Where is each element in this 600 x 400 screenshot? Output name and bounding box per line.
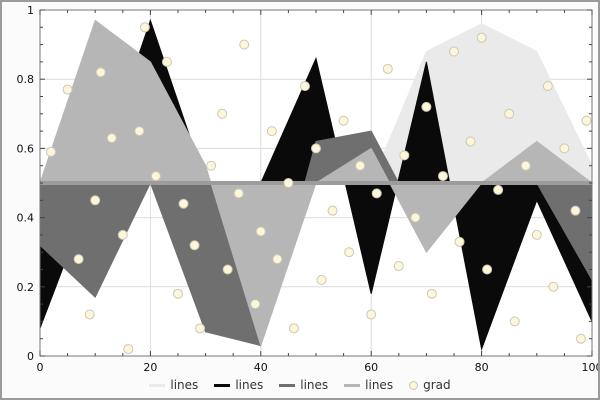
y-tick-label: 0.4 xyxy=(17,212,35,225)
scatter-point xyxy=(437,171,448,182)
scatter-point xyxy=(382,63,393,74)
scatter-point xyxy=(570,205,581,216)
scatter-point xyxy=(134,126,145,137)
legend-label: lines xyxy=(235,378,264,392)
scatter-point xyxy=(150,171,161,182)
scatter-point xyxy=(178,198,189,209)
scatter-point xyxy=(217,108,228,119)
scatter-point xyxy=(366,309,377,320)
scatter-point xyxy=(250,299,261,310)
x-tick-label: 40 xyxy=(254,361,268,374)
scatter-point xyxy=(84,309,95,320)
scatter-point xyxy=(316,274,327,285)
x-tick-label: 0 xyxy=(37,361,44,374)
scatter-point xyxy=(106,133,117,144)
legend-line-swatch-gray xyxy=(344,383,361,387)
scatter-point xyxy=(206,160,217,171)
scatter-point xyxy=(95,67,106,78)
scatter-point xyxy=(449,46,459,57)
y-tick-label: 0 xyxy=(27,350,34,363)
scatter-point xyxy=(531,229,542,240)
scatter-point xyxy=(288,323,299,334)
scatter-point xyxy=(327,205,338,216)
legend: lines lines lines lines grad xyxy=(2,375,598,395)
scatter-point xyxy=(355,160,366,171)
x-tick-label: 100 xyxy=(582,361,600,374)
scatter-point xyxy=(410,212,421,223)
legend-line-swatch-light xyxy=(149,383,166,387)
scatter-point xyxy=(559,143,570,154)
legend-label: grad xyxy=(423,378,451,392)
scatter-point xyxy=(399,150,410,161)
y-tick-label: 0.6 xyxy=(17,142,35,155)
scatter-point xyxy=(581,115,592,126)
x-tick-label: 60 xyxy=(364,361,378,374)
y-tick-label: 1 xyxy=(27,4,34,17)
scatter-point xyxy=(117,229,128,240)
scatter-point xyxy=(266,126,277,137)
scatter-point xyxy=(239,39,250,50)
scatter-point xyxy=(338,115,349,126)
scatter-point xyxy=(509,316,520,327)
scatter-point xyxy=(482,264,493,275)
legend-item-lines-4: lines xyxy=(344,379,393,391)
scatter-point xyxy=(173,288,183,299)
scatter-point xyxy=(222,264,233,275)
scatter-point xyxy=(73,254,84,265)
scatter-point xyxy=(454,236,465,247)
scatter-point xyxy=(426,288,437,299)
scatter-point xyxy=(476,32,487,43)
scatter-point xyxy=(421,101,432,112)
legend-line-swatch-darkgray xyxy=(279,383,296,387)
scatter-point xyxy=(189,240,200,251)
legend-item-grad: grad xyxy=(409,379,451,391)
scatter-point xyxy=(255,226,266,237)
x-tick-label: 80 xyxy=(475,361,489,374)
legend-label: lines xyxy=(170,378,199,392)
y-tick-label: 0.8 xyxy=(17,73,35,86)
scatter-point xyxy=(344,247,355,258)
legend-label: lines xyxy=(300,378,329,392)
legend-item-lines-1: lines xyxy=(149,379,198,391)
scatter-point xyxy=(493,184,504,195)
y-tick-label: 0.2 xyxy=(17,281,35,294)
scatter-point xyxy=(299,81,310,92)
scatter-point xyxy=(195,323,206,334)
scatter-point xyxy=(123,344,134,355)
scatter-point xyxy=(371,188,382,199)
scatter-point xyxy=(283,178,294,188)
scatter-point xyxy=(311,143,321,154)
scatter-point xyxy=(504,108,515,119)
legend-label: lines xyxy=(365,378,394,392)
scatter-point xyxy=(548,281,559,292)
legend-line-swatch-black xyxy=(214,383,231,387)
legend-item-lines-3: lines xyxy=(279,379,328,391)
scatter-point xyxy=(46,146,57,157)
scatter-point xyxy=(393,261,404,272)
x-tick-label: 20 xyxy=(143,361,157,374)
scatter-point xyxy=(233,188,244,199)
scatter-point xyxy=(62,84,73,95)
scatter-point xyxy=(542,81,553,92)
scatter-point xyxy=(272,254,283,265)
legend-scatter-swatch xyxy=(409,380,419,390)
scatter-point xyxy=(520,160,531,171)
scatter-point xyxy=(139,22,150,33)
scatter-point xyxy=(465,136,476,147)
scatter-point xyxy=(90,195,101,206)
scatter-point xyxy=(575,333,586,344)
scatter-point xyxy=(161,56,172,67)
legend-item-lines-2: lines xyxy=(214,379,263,391)
